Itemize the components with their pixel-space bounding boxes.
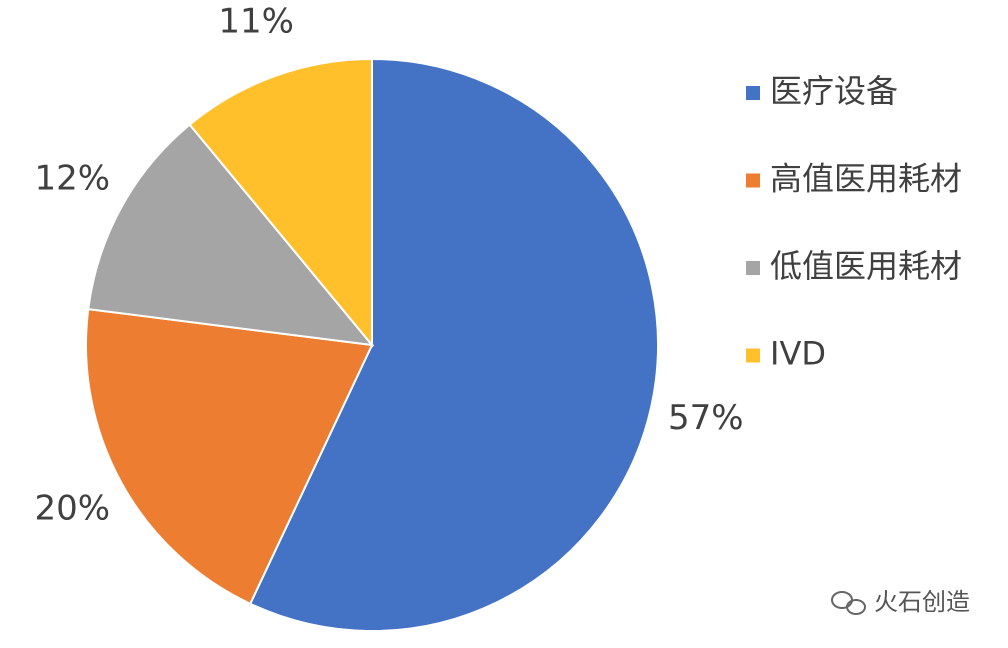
- watermark-icon: [831, 591, 866, 615]
- data-label: 12%: [35, 159, 111, 199]
- legend-swatch: [746, 261, 760, 275]
- legend-swatch: [746, 86, 760, 100]
- pie-slice: [188, 57, 373, 348]
- watermark: 火石创造: [874, 588, 970, 616]
- legend-label: IVD: [770, 335, 826, 373]
- pie-slice: [248, 57, 659, 632]
- legend-swatch: [746, 348, 760, 363]
- legend-label: 高值医用耗材: [770, 160, 962, 198]
- legend-swatch: [746, 173, 760, 188]
- data-label: 57%: [668, 398, 744, 438]
- legend-label: 低值医用耗材: [770, 247, 962, 285]
- data-label: 20%: [35, 488, 111, 528]
- pie-slice: [85, 308, 374, 606]
- data-label: 11%: [218, 2, 294, 42]
- pie-slice: [87, 123, 375, 347]
- legend-label: 医疗设备: [770, 72, 898, 110]
